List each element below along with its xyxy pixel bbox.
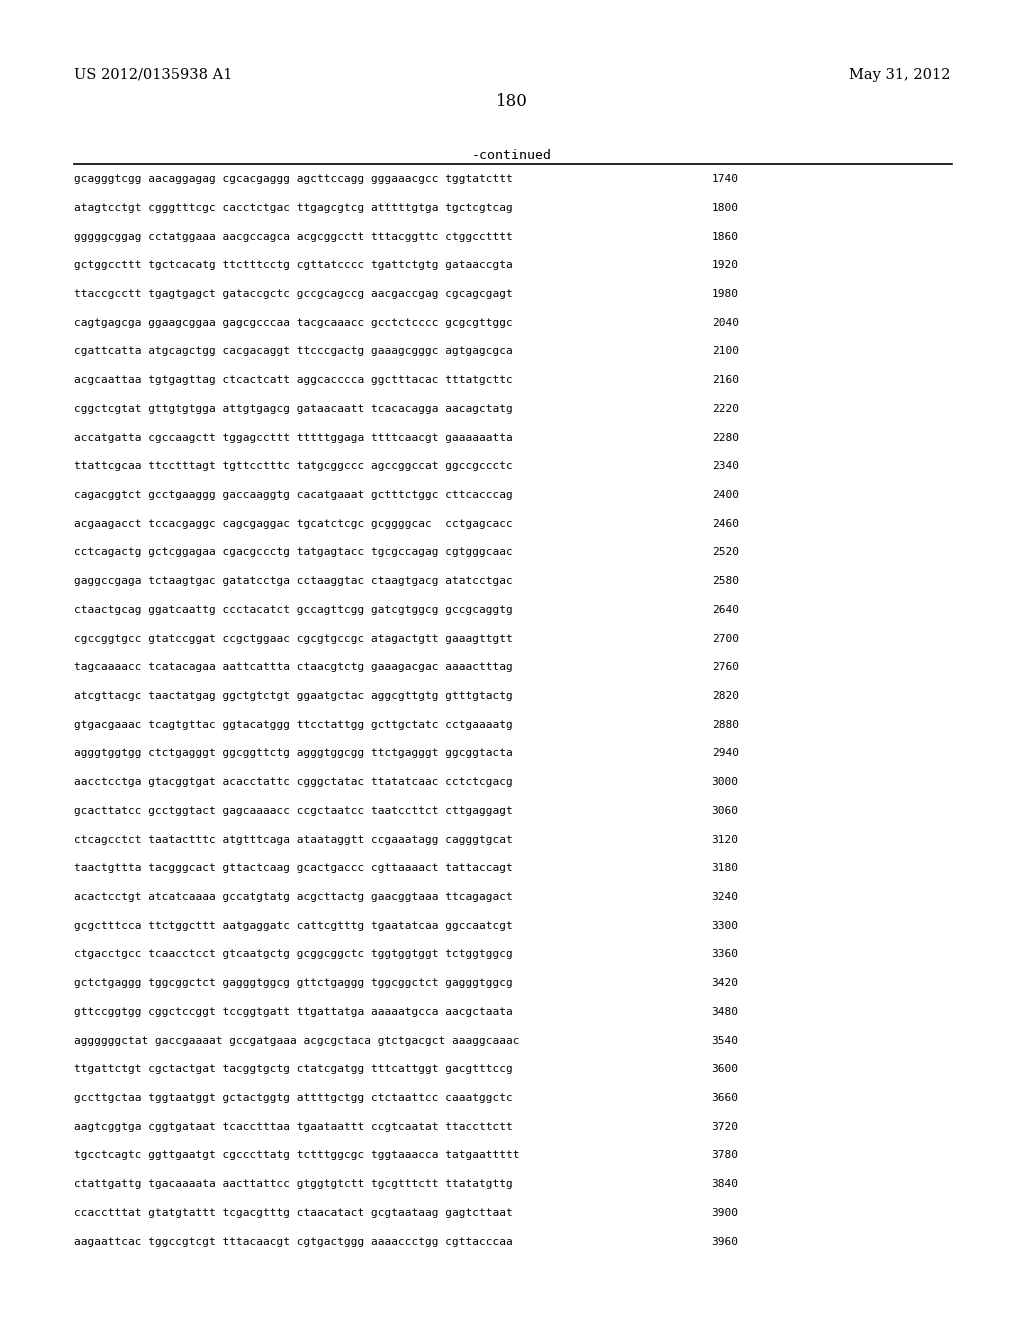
Text: aagtcggtga cggtgataat tcacctttaa tgaataattt ccgtcaatat ttaccttctt: aagtcggtga cggtgataat tcacctttaa tgaataa… — [74, 1122, 512, 1131]
Text: ctcagcctct taatactttc atgtttcaga ataataggtt ccgaaatagg cagggtgcat: ctcagcctct taatactttc atgtttcaga ataatag… — [74, 834, 512, 845]
Text: accatgatta cgccaagctt tggagccttt tttttggaga ttttcaacgt gaaaaaatta: accatgatta cgccaagctt tggagccttt tttttgg… — [74, 433, 512, 442]
Text: 3120: 3120 — [712, 834, 738, 845]
Text: 2760: 2760 — [712, 663, 738, 672]
Text: 1800: 1800 — [712, 203, 738, 213]
Text: 2880: 2880 — [712, 719, 738, 730]
Text: 180: 180 — [496, 92, 528, 110]
Text: ttaccgcctt tgagtgagct gataccgctc gccgcagccg aacgaccgag cgcagcgagt: ttaccgcctt tgagtgagct gataccgctc gccgcag… — [74, 289, 512, 300]
Text: tgcctcagtc ggttgaatgt cgcccttatg tctttggcgc tggtaaacca tatgaattttt: tgcctcagtc ggttgaatgt cgcccttatg tctttgg… — [74, 1150, 519, 1160]
Text: cgccggtgcc gtatccggat ccgctggaac cgcgtgccgc atagactgtt gaaagttgtt: cgccggtgcc gtatccggat ccgctggaac cgcgtgc… — [74, 634, 512, 644]
Text: 2940: 2940 — [712, 748, 738, 759]
Text: US 2012/0135938 A1: US 2012/0135938 A1 — [74, 67, 232, 82]
Text: 3360: 3360 — [712, 949, 738, 960]
Text: May 31, 2012: May 31, 2012 — [849, 67, 950, 82]
Text: aggggggctat gaccgaaaat gccgatgaaa acgcgctaca gtctgacgct aaaggcaaac: aggggggctat gaccgaaaat gccgatgaaa acgcgc… — [74, 1035, 519, 1045]
Text: 2700: 2700 — [712, 634, 738, 644]
Text: gccttgctaa tggtaatggt gctactggtg attttgctgg ctctaattcc caaatggctc: gccttgctaa tggtaatggt gctactggtg attttgc… — [74, 1093, 512, 1104]
Text: 3660: 3660 — [712, 1093, 738, 1104]
Text: gaggccgaga tctaagtgac gatatcctga cctaaggtac ctaagtgacg atatcctgac: gaggccgaga tctaagtgac gatatcctga cctaagg… — [74, 576, 512, 586]
Text: ttattcgcaa ttcctttagt tgttcctttc tatgcggccc agccggccat ggccgccctc: ttattcgcaa ttcctttagt tgttcctttc tatgcgg… — [74, 461, 512, 471]
Text: taactgttta tacgggcact gttactcaag gcactgaccc cgttaaaact tattaccagt: taactgttta tacgggcact gttactcaag gcactga… — [74, 863, 512, 874]
Text: gctggccttt tgctcacatg ttctttcctg cgttatcccc tgattctgtg gataaccgta: gctggccttt tgctcacatg ttctttcctg cgttatc… — [74, 260, 512, 271]
Text: 3000: 3000 — [712, 777, 738, 787]
Text: 2340: 2340 — [712, 461, 738, 471]
Text: ccacctttat gtatgtattt tcgacgtttg ctaacatact gcgtaataag gagtcttaat: ccacctttat gtatgtattt tcgacgtttg ctaacat… — [74, 1208, 512, 1218]
Text: gctctgaggg tggcggctct gagggtggcg gttctgaggg tggcggctct gagggtggcg: gctctgaggg tggcggctct gagggtggcg gttctga… — [74, 978, 512, 989]
Text: 3840: 3840 — [712, 1179, 738, 1189]
Text: acgaagacct tccacgaggc cagcgaggac tgcatctcgc gcggggcac  cctgagcacc: acgaagacct tccacgaggc cagcgaggac tgcatct… — [74, 519, 512, 529]
Text: 2400: 2400 — [712, 490, 738, 500]
Text: 3780: 3780 — [712, 1150, 738, 1160]
Text: gtgacgaaac tcagtgttac ggtacatggg ttcctattgg gcttgctatc cctgaaaatg: gtgacgaaac tcagtgttac ggtacatggg ttcctat… — [74, 719, 512, 730]
Text: acactcctgt atcatcaaaa gccatgtatg acgcttactg gaacggtaaa ttcagagact: acactcctgt atcatcaaaa gccatgtatg acgctta… — [74, 892, 512, 902]
Text: cagacggtct gcctgaaggg gaccaaggtg cacatgaaat gctttctggc cttcacccag: cagacggtct gcctgaaggg gaccaaggtg cacatga… — [74, 490, 512, 500]
Text: 2520: 2520 — [712, 548, 738, 557]
Text: cggctcgtat gttgtgtgga attgtgagcg gataacaatt tcacacagga aacagctatg: cggctcgtat gttgtgtgga attgtgagcg gataaca… — [74, 404, 512, 414]
Text: 3180: 3180 — [712, 863, 738, 874]
Text: ctattgattg tgacaaaata aacttattcc gtggtgtctt tgcgtttctt ttatatgttg: ctattgattg tgacaaaata aacttattcc gtggtgt… — [74, 1179, 512, 1189]
Text: 2220: 2220 — [712, 404, 738, 414]
Text: 2100: 2100 — [712, 346, 738, 356]
Text: ctgacctgcc tcaacctcct gtcaatgctg gcggcggctc tggtggtggt tctggtggcg: ctgacctgcc tcaacctcct gtcaatgctg gcggcgg… — [74, 949, 512, 960]
Text: 2820: 2820 — [712, 692, 738, 701]
Text: 2160: 2160 — [712, 375, 738, 385]
Text: 1860: 1860 — [712, 232, 738, 242]
Text: gcacttatcc gcctggtact gagcaaaacc ccgctaatcc taatccttct cttgaggagt: gcacttatcc gcctggtact gagcaaaacc ccgctaa… — [74, 805, 512, 816]
Text: 2460: 2460 — [712, 519, 738, 529]
Text: 3300: 3300 — [712, 921, 738, 931]
Text: 2280: 2280 — [712, 433, 738, 442]
Text: cctcagactg gctcggagaa cgacgccctg tatgagtacc tgcgccagag cgtgggcaac: cctcagactg gctcggagaa cgacgccctg tatgagt… — [74, 548, 512, 557]
Text: aacctcctga gtacggtgat acacctattc cgggctatac ttatatcaac cctctcgacg: aacctcctga gtacggtgat acacctattc cgggcta… — [74, 777, 512, 787]
Text: 3060: 3060 — [712, 805, 738, 816]
Text: 3900: 3900 — [712, 1208, 738, 1218]
Text: 2580: 2580 — [712, 576, 738, 586]
Text: 2040: 2040 — [712, 318, 738, 327]
Text: gggggcggag cctatggaaa aacgccagca acgcggcctt tttacggttc ctggcctttt: gggggcggag cctatggaaa aacgccagca acgcggc… — [74, 232, 512, 242]
Text: cagtgagcga ggaagcggaa gagcgcccaa tacgcaaacc gcctctcccc gcgcgttggc: cagtgagcga ggaagcggaa gagcgcccaa tacgcaa… — [74, 318, 512, 327]
Text: acgcaattaa tgtgagttag ctcactcatt aggcacccca ggctttacac tttatgcttc: acgcaattaa tgtgagttag ctcactcatt aggcacc… — [74, 375, 512, 385]
Text: 3600: 3600 — [712, 1064, 738, 1074]
Text: 3240: 3240 — [712, 892, 738, 902]
Text: ttgattctgt cgctactgat tacggtgctg ctatcgatgg tttcattggt gacgtttccg: ttgattctgt cgctactgat tacggtgctg ctatcga… — [74, 1064, 512, 1074]
Text: 1740: 1740 — [712, 174, 738, 185]
Text: 3540: 3540 — [712, 1035, 738, 1045]
Text: 2640: 2640 — [712, 605, 738, 615]
Text: 3960: 3960 — [712, 1237, 738, 1246]
Text: 3480: 3480 — [712, 1007, 738, 1016]
Text: 1920: 1920 — [712, 260, 738, 271]
Text: 3720: 3720 — [712, 1122, 738, 1131]
Text: ctaactgcag ggatcaattg ccctacatct gccagttcgg gatcgtggcg gccgcaggtg: ctaactgcag ggatcaattg ccctacatct gccagtt… — [74, 605, 512, 615]
Text: 3420: 3420 — [712, 978, 738, 989]
Text: gcgctttcca ttctggcttt aatgaggatc cattcgtttg tgaatatcaa ggccaatcgt: gcgctttcca ttctggcttt aatgaggatc cattcgt… — [74, 921, 512, 931]
Text: cgattcatta atgcagctgg cacgacaggt ttcccgactg gaaagcgggc agtgagcgca: cgattcatta atgcagctgg cacgacaggt ttcccga… — [74, 346, 512, 356]
Text: tagcaaaacc tcatacagaa aattcattta ctaacgtctg gaaagacgac aaaactttag: tagcaaaacc tcatacagaa aattcattta ctaacgt… — [74, 663, 512, 672]
Text: -continued: -continued — [472, 149, 552, 162]
Text: gcagggtcgg aacaggagag cgcacgaggg agcttccagg gggaaacgcc tggtatcttt: gcagggtcgg aacaggagag cgcacgaggg agcttcc… — [74, 174, 512, 185]
Text: 1980: 1980 — [712, 289, 738, 300]
Text: gttccggtgg cggctccggt tccggtgatt ttgattatga aaaaatgcca aacgctaata: gttccggtgg cggctccggt tccggtgatt ttgatta… — [74, 1007, 512, 1016]
Text: aagaattcac tggccgtcgt tttacaacgt cgtgactggg aaaaccctgg cgttacccaa: aagaattcac tggccgtcgt tttacaacgt cgtgact… — [74, 1237, 512, 1246]
Text: atcgttacgc taactatgag ggctgtctgt ggaatgctac aggcgttgtg gtttgtactg: atcgttacgc taactatgag ggctgtctgt ggaatgc… — [74, 692, 512, 701]
Text: agggtggtgg ctctgagggt ggcggttctg agggtggcgg ttctgagggt ggcggtacta: agggtggtgg ctctgagggt ggcggttctg agggtgg… — [74, 748, 512, 759]
Text: atagtcctgt cgggtttcgc cacctctgac ttgagcgtcg atttttgtga tgctcgtcag: atagtcctgt cgggtttcgc cacctctgac ttgagcg… — [74, 203, 512, 213]
